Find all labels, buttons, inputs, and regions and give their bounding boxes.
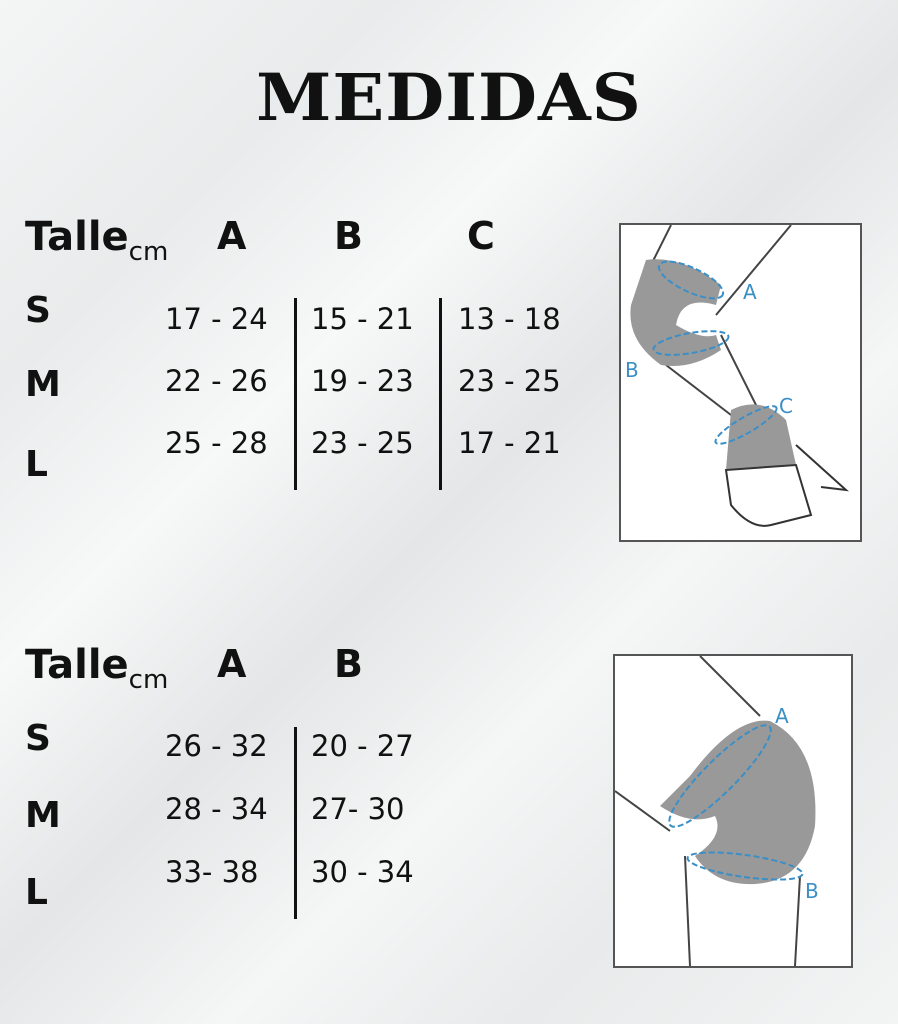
page-title: MEDIDAS: [256, 60, 642, 136]
label-a: A: [743, 280, 757, 304]
divider: [294, 298, 297, 490]
cell: 22 - 26: [165, 364, 268, 398]
column-header-a: A: [217, 642, 247, 686]
column-header-a: A: [217, 214, 247, 258]
divider: [294, 727, 297, 919]
cell: 15 - 21: [311, 302, 414, 336]
divider: [439, 298, 442, 490]
talle-header: Tallecm: [25, 642, 168, 695]
knee-diagram: A B: [613, 654, 853, 968]
cell: 26 - 32: [165, 729, 268, 763]
column-header-b: B: [334, 214, 363, 258]
talle-label: Talle: [25, 214, 129, 260]
cell: 23 - 25: [311, 426, 414, 460]
column-header-b: B: [334, 642, 363, 686]
label-c: C: [779, 394, 793, 418]
unit-label: cm: [128, 665, 169, 695]
elbow-wrist-diagram: A B C: [619, 223, 862, 542]
label-b: B: [625, 358, 639, 382]
cell: 30 - 34: [311, 855, 414, 889]
column-header-c: C: [467, 214, 495, 258]
size-s: S: [25, 718, 51, 759]
cell: 13 - 18: [458, 302, 561, 336]
cell: 33- 38: [165, 855, 259, 889]
cell: 20 - 27: [311, 729, 414, 763]
size-m: M: [25, 364, 61, 405]
cell: 27- 30: [311, 792, 405, 826]
cell: 17 - 24: [165, 302, 268, 336]
cell: 23 - 25: [458, 364, 561, 398]
talle-header: Tallecm: [25, 214, 168, 267]
cell: 17 - 21: [458, 426, 561, 460]
size-s: S: [25, 290, 51, 331]
unit-label: cm: [128, 237, 169, 267]
label-a: A: [775, 704, 789, 728]
size-m: M: [25, 795, 61, 836]
knee-illustration: A B: [614, 655, 819, 967]
cell: 19 - 23: [311, 364, 414, 398]
cell: 28 - 34: [165, 792, 268, 826]
size-l: L: [25, 872, 48, 913]
arm-illustration: A B C: [625, 224, 850, 527]
size-l: L: [25, 444, 48, 485]
cell: 25 - 28: [165, 426, 268, 460]
talle-label: Talle: [25, 642, 129, 688]
label-b: B: [805, 879, 819, 903]
